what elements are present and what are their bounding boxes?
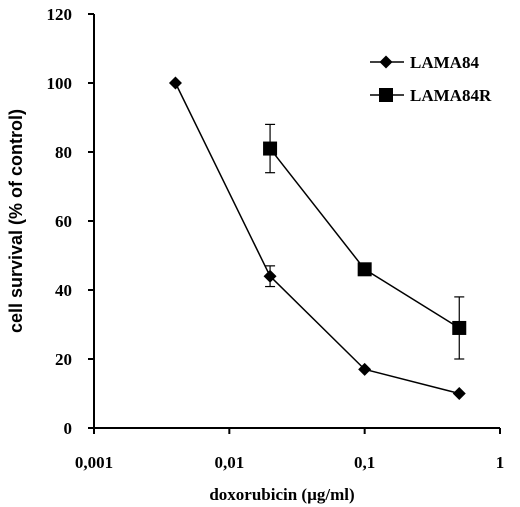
plot-area bbox=[168, 76, 467, 400]
series-line-lama84r bbox=[269, 148, 460, 329]
data-point-lama84r bbox=[452, 320, 467, 335]
x-tick-label: 1 bbox=[496, 453, 505, 472]
legend: LAMA84 LAMA84R bbox=[370, 53, 492, 105]
axes bbox=[93, 14, 500, 429]
series-lama84 bbox=[168, 76, 466, 400]
y-tick-label: 120 bbox=[47, 5, 73, 24]
data-point-lama84 bbox=[263, 269, 277, 283]
y-tick-label: 100 bbox=[47, 74, 73, 93]
data-point-lama84 bbox=[452, 387, 466, 400]
data-point-lama84r bbox=[357, 262, 372, 277]
legend-marker-lama84 bbox=[379, 55, 393, 69]
y-axis-ticks: 0 20 40 60 80 100 120 bbox=[47, 5, 94, 438]
x-axis-label: doxorubicin (µg/ml) bbox=[209, 485, 354, 504]
legend-marker-lama84r bbox=[379, 88, 393, 102]
x-tick-label: 0,01 bbox=[214, 453, 244, 472]
legend-label-lama84: LAMA84 bbox=[410, 53, 479, 72]
data-point-lama84r bbox=[263, 141, 278, 156]
x-tick-label: 0,001 bbox=[75, 453, 113, 472]
legend-label-lama84r: LAMA84R bbox=[410, 86, 492, 105]
y-tick-label: 60 bbox=[55, 212, 72, 231]
y-axis-label: cell survival (% of control) bbox=[6, 109, 26, 333]
series-line-lama84 bbox=[174, 82, 460, 395]
series-lama84r bbox=[263, 123, 467, 360]
y-tick-label: 0 bbox=[64, 419, 73, 438]
y-tick-label: 40 bbox=[55, 281, 72, 300]
x-tick-label: 0,1 bbox=[354, 453, 375, 472]
y-tick-label: 80 bbox=[55, 143, 72, 162]
data-point-lama84 bbox=[168, 76, 182, 90]
data-point-lama84 bbox=[358, 362, 372, 376]
y-tick-label: 20 bbox=[55, 350, 72, 369]
x-axis-ticks: 0,001 0,01 0,1 1 bbox=[75, 428, 504, 472]
